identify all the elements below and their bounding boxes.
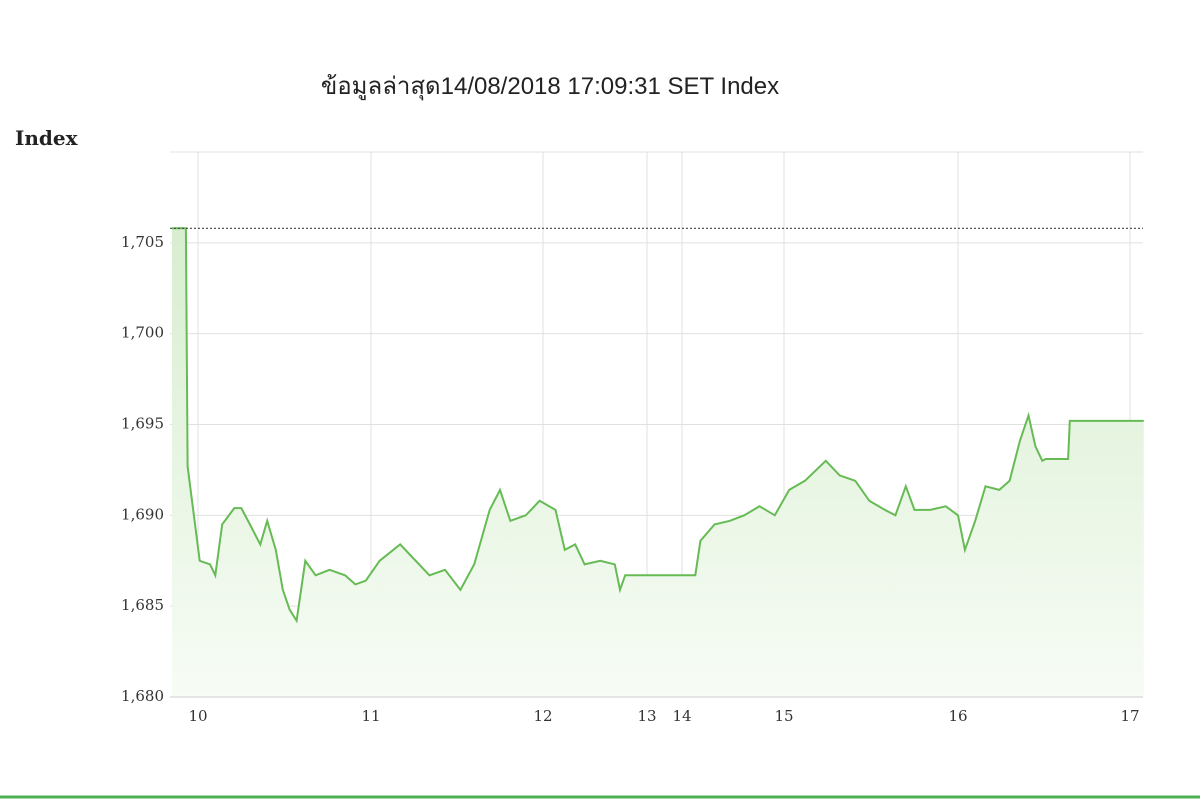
x-tick-label: 13 xyxy=(637,707,656,725)
y-tick-label: 1,680 xyxy=(121,687,164,705)
y-tick-label: 1,700 xyxy=(121,324,164,342)
y-tick-label: 1,705 xyxy=(121,233,164,251)
x-tick-label: 15 xyxy=(774,707,793,725)
x-tick-label: 14 xyxy=(672,707,691,725)
line xyxy=(172,227,1144,624)
x-tick-label: 12 xyxy=(533,707,552,725)
y-tick-label: 1,695 xyxy=(121,415,164,433)
chart-title: ข้อมูลล่าสุด14/08/2018 17:09:31 SET Inde… xyxy=(321,73,779,101)
area xyxy=(172,228,1144,698)
x-tick-label: 16 xyxy=(948,707,967,725)
x-tick-label: 11 xyxy=(361,707,380,725)
y-tick-label: 1,690 xyxy=(121,505,164,523)
y-axis-label: Index xyxy=(15,126,79,150)
x-tick-label: 17 xyxy=(1120,707,1139,725)
x-tick-label: 10 xyxy=(188,707,207,725)
y-tick-label: 1,685 xyxy=(121,596,164,614)
